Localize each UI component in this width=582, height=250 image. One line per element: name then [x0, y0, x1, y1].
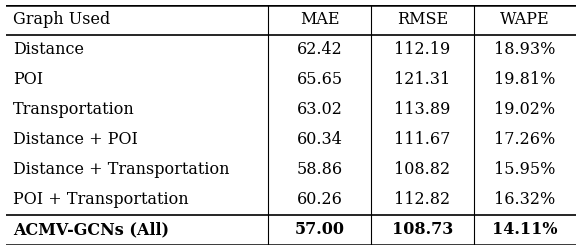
Text: Transportation: Transportation: [13, 102, 134, 118]
Text: MAE: MAE: [300, 12, 339, 28]
Text: 18.93%: 18.93%: [494, 42, 556, 58]
Text: 60.34: 60.34: [297, 132, 342, 148]
Text: 63.02: 63.02: [297, 102, 342, 118]
Text: 60.26: 60.26: [297, 192, 342, 208]
Text: 62.42: 62.42: [297, 42, 342, 58]
Text: 17.26%: 17.26%: [494, 132, 555, 148]
Text: 121.31: 121.31: [394, 72, 450, 88]
Text: 111.67: 111.67: [394, 132, 450, 148]
Text: Distance + Transportation: Distance + Transportation: [13, 162, 229, 178]
Text: 57.00: 57.00: [294, 222, 345, 238]
Text: POI: POI: [13, 72, 43, 88]
Text: 58.86: 58.86: [296, 162, 343, 178]
Text: WAPE: WAPE: [500, 12, 549, 28]
Text: 65.65: 65.65: [296, 72, 343, 88]
Text: 108.73: 108.73: [392, 222, 453, 238]
Text: POI + Transportation: POI + Transportation: [13, 192, 189, 208]
Text: 14.11%: 14.11%: [492, 222, 558, 238]
Text: ACMV-GCNs (All): ACMV-GCNs (All): [13, 222, 169, 238]
Text: 108.82: 108.82: [394, 162, 450, 178]
Text: Distance + POI: Distance + POI: [13, 132, 137, 148]
Text: 19.81%: 19.81%: [494, 72, 556, 88]
Text: 19.02%: 19.02%: [494, 102, 555, 118]
Text: 16.32%: 16.32%: [494, 192, 555, 208]
Text: 112.19: 112.19: [394, 42, 450, 58]
Text: 15.95%: 15.95%: [494, 162, 556, 178]
Text: 113.89: 113.89: [394, 102, 450, 118]
Text: 112.82: 112.82: [394, 192, 450, 208]
Text: Graph Used: Graph Used: [13, 12, 110, 28]
Text: RMSE: RMSE: [396, 12, 448, 28]
Text: Distance: Distance: [13, 42, 84, 58]
